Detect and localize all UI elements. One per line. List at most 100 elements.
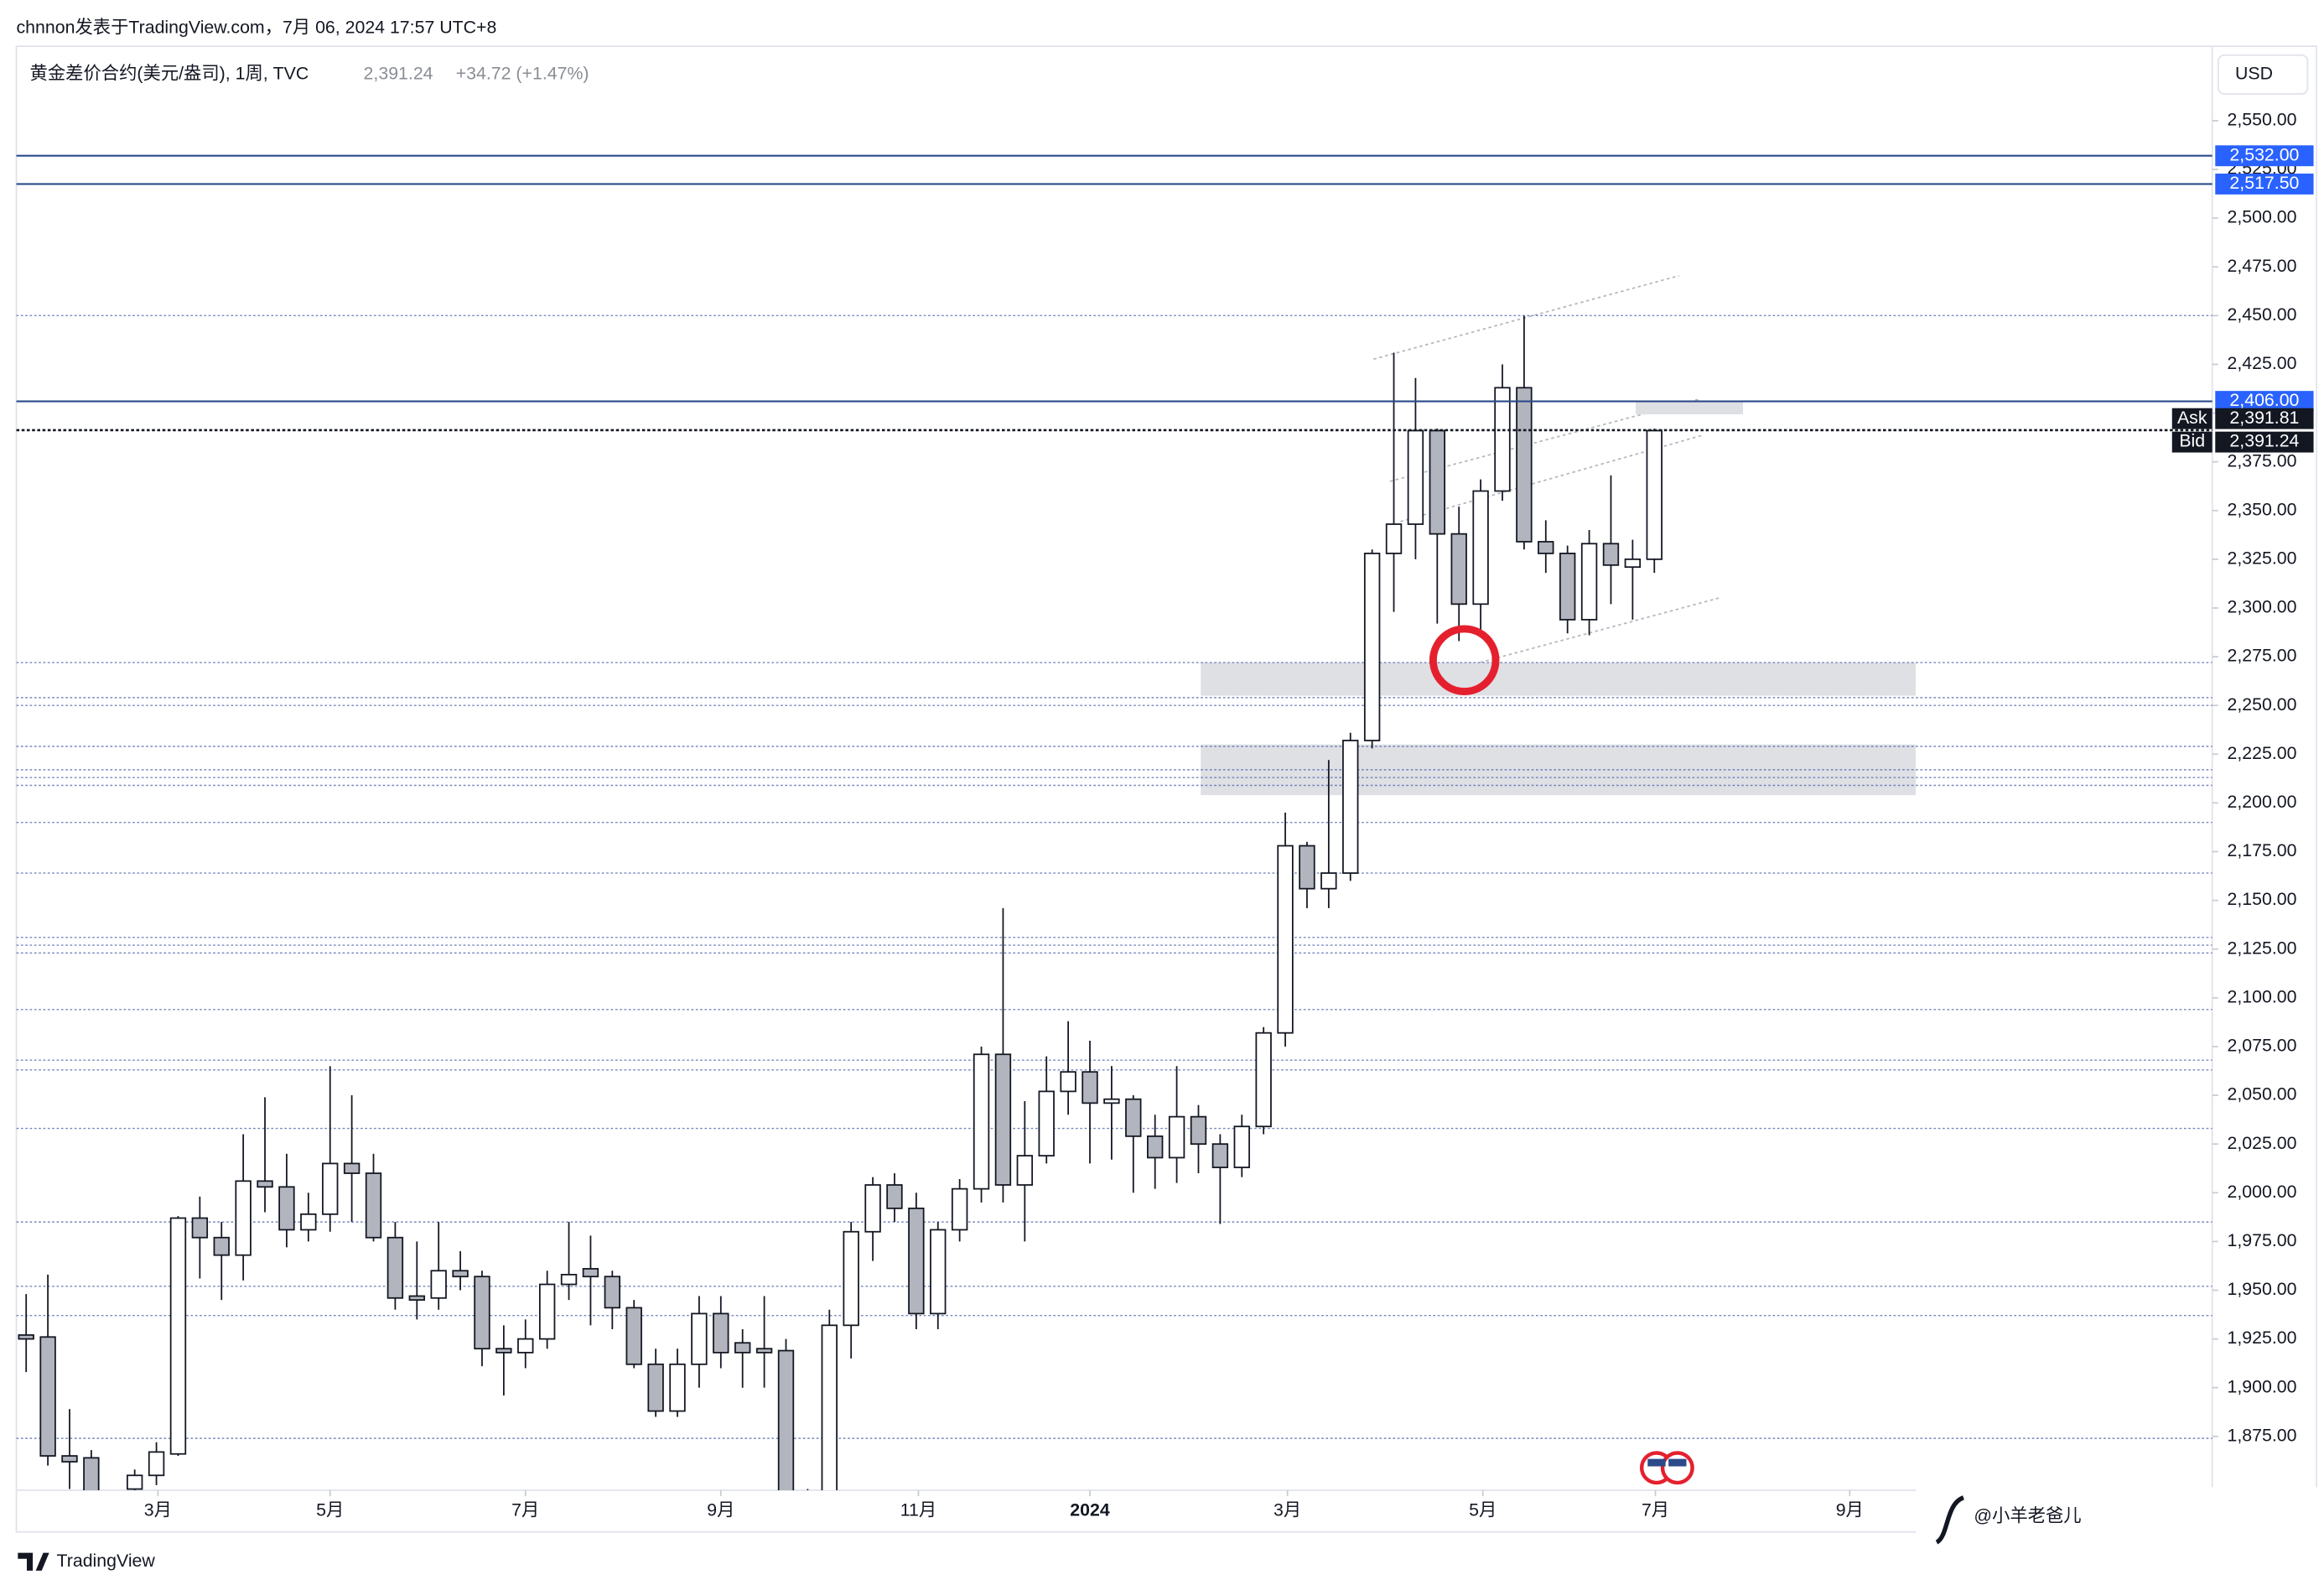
candle-body	[1516, 387, 1533, 543]
candle-body	[452, 1270, 469, 1278]
change: +34.72 (+1.47%)	[456, 64, 589, 84]
candle-body	[1255, 1032, 1272, 1128]
candle-body	[604, 1276, 621, 1309]
candle-body	[538, 1283, 556, 1340]
candle-body	[148, 1451, 165, 1477]
y-tick-label: 2,125.00	[2228, 938, 2297, 958]
y-tick-label: 1,875.00	[2228, 1425, 2297, 1445]
candle-body	[83, 1457, 100, 1490]
candle-body	[39, 1336, 56, 1457]
quote-name: Ask	[2177, 408, 2207, 428]
y-tick-label: 2,375.00	[2228, 450, 2297, 470]
price-badge-label: 2,532.00	[2229, 144, 2299, 164]
candle-body	[625, 1307, 642, 1365]
candle-body	[821, 1324, 838, 1490]
y-tick-label: 2,200.00	[2228, 792, 2297, 812]
quote-tag	[2171, 408, 2212, 429]
candle-body	[1450, 533, 1467, 605]
x-tick-label: 7月	[511, 1499, 539, 1520]
candle-body	[951, 1187, 968, 1231]
frame	[15, 45, 2318, 1533]
y-tick-label: 1,925.00	[2228, 1328, 2297, 1348]
x-tick-label: 5月	[1469, 1499, 1497, 1520]
candle-body	[1038, 1090, 1055, 1156]
candle-body	[1385, 523, 1403, 554]
candle-body	[864, 1184, 881, 1233]
candle-body	[1602, 543, 1620, 566]
candle-body	[930, 1229, 947, 1315]
quote-label: 2,391.24	[2229, 431, 2299, 451]
y-tick-label: 2,250.00	[2228, 694, 2297, 715]
y-tick-label: 2,000.00	[2228, 1182, 2297, 1202]
attribution: chnnon发表于TradingView.com，7月 06, 2024 17:…	[17, 17, 497, 37]
small-zone	[1636, 401, 1743, 415]
quote-badge	[2215, 408, 2314, 429]
x-tick-label: 9月	[707, 1499, 734, 1520]
candle-body	[755, 1348, 773, 1354]
watermark: @小羊老爸儿	[1916, 1487, 2324, 1556]
x-tick-label: 5月	[316, 1499, 344, 1520]
channel-line	[1400, 434, 1704, 522]
candle-body	[1211, 1143, 1229, 1168]
candle-body	[1103, 1098, 1120, 1104]
candle-body	[1125, 1098, 1142, 1137]
candle-body	[1494, 387, 1511, 492]
candle-body	[691, 1312, 708, 1365]
candle-body	[908, 1207, 925, 1315]
channel-line	[1416, 596, 1721, 681]
y-tick-label: 2,050.00	[2228, 1084, 2297, 1104]
candle-body	[1363, 553, 1381, 741]
channel-line	[1373, 274, 1679, 361]
candle-body	[1407, 429, 1424, 525]
candle-body	[1233, 1125, 1250, 1168]
candle-body	[647, 1363, 664, 1412]
y-tick-label: 2,425.00	[2228, 353, 2297, 373]
y-tick-label: 2,475.00	[2228, 256, 2297, 276]
x-tick-label: 11月	[900, 1499, 936, 1520]
candle-body	[777, 1349, 795, 1490]
candle-body	[430, 1270, 447, 1299]
price-badge	[2215, 145, 2314, 167]
candle-body	[322, 1162, 339, 1215]
tv-logo: TradingView	[18, 1551, 155, 1571]
candle-body	[1190, 1115, 1207, 1146]
logo-text: TradingView	[57, 1551, 156, 1571]
y-tick-label: 1,975.00	[2228, 1230, 2297, 1250]
candle-body	[517, 1338, 534, 1354]
quote-label: 2,391.81	[2229, 408, 2299, 428]
candle-body	[278, 1186, 295, 1231]
candle-body	[343, 1162, 361, 1174]
currency-button[interactable]	[2217, 54, 2309, 95]
candle-body	[1060, 1071, 1076, 1093]
candle-body	[474, 1276, 490, 1350]
candle-body	[1146, 1135, 1164, 1159]
candle-body	[191, 1217, 209, 1239]
candle-body	[1320, 872, 1337, 890]
y-tick-label: 2,150.00	[2228, 889, 2297, 909]
candle-body	[801, 1520, 816, 1525]
candle-body	[18, 1334, 34, 1340]
candle-body	[1429, 429, 1446, 535]
currency[interactable]: USD	[2235, 64, 2273, 84]
x-tick-label: 3月	[1274, 1499, 1301, 1520]
y-tick-label: 1,950.00	[2228, 1279, 2297, 1299]
candle-body	[669, 1363, 686, 1412]
candle-body	[1299, 844, 1315, 890]
candle-body	[1580, 543, 1598, 621]
candle-body	[1342, 740, 1359, 874]
quote-tag	[2171, 431, 2212, 453]
candle-body	[1559, 553, 1576, 621]
price-badge-label: 2,517.50	[2229, 173, 2299, 193]
y-tick-label: 2,325.00	[2228, 548, 2297, 568]
zone	[1201, 663, 1917, 696]
symbol: 黄金差价合约(美元/盎司), 1周, TVC	[30, 64, 309, 84]
y-tick-label: 2,225.00	[2228, 743, 2297, 763]
candle-body	[843, 1230, 859, 1327]
candle-body	[300, 1213, 317, 1231]
candle-body	[886, 1184, 903, 1209]
x-tick-label: 2024	[1070, 1499, 1110, 1520]
candle-body	[1472, 490, 1489, 605]
y-tick-label: 2,300.00	[2228, 597, 2297, 617]
candle-body	[213, 1236, 230, 1256]
